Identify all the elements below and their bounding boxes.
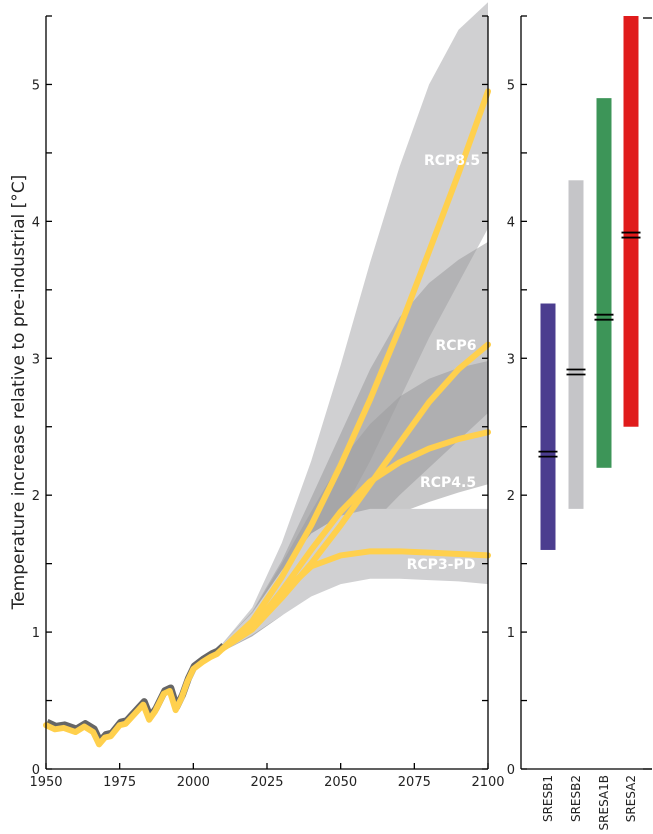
side-y-tick-label: 5: [507, 78, 515, 93]
band-rcp3-pd: [222, 508, 489, 652]
x-tick-label: 1975: [103, 775, 136, 790]
y-tick-label: 0: [32, 763, 40, 778]
range-bar-sresb2: [568, 180, 584, 509]
y-tick-label: 1: [32, 626, 40, 641]
range-bar-sresa1b: [596, 98, 612, 468]
side-y-tick-label: 4: [507, 215, 515, 230]
y-axis-label: Temperature increase relative to pre-ind…: [9, 175, 29, 611]
side-y-tick-label: 0: [507, 763, 515, 778]
scenario-labels: RCP8.5 RCP6 RCP4.5 RCP3-PD: [407, 153, 480, 573]
axes: 0 1 2 3 4 5 1950 1975 2000 2025 2050 2075 2100: [29, 15, 505, 790]
category-label-sresa1b: SRESA1B: [597, 775, 611, 830]
category-label-sresb2: SRESB2: [569, 775, 583, 822]
x-tick-label: 1950: [29, 775, 62, 790]
scenario-label-rcp8-5: RCP8.5: [424, 153, 480, 169]
line-rcp3-pd: [219, 548, 491, 652]
scenario-lines: [43, 88, 491, 748]
category-label-sresb1: SRESB1: [541, 775, 555, 822]
range-bar-sresb1: [540, 303, 556, 550]
side-y-tick-label: 1: [507, 626, 515, 641]
side-y-tick-label: 2: [507, 489, 515, 504]
line-rcp8-5: [219, 88, 491, 652]
right-axis: 0 1 2 3 4 5: [507, 15, 652, 778]
range-bar-sresa2: [623, 16, 639, 427]
x-tick-label: 2025: [250, 775, 283, 790]
category-label-sresa2: SRESA2: [624, 775, 638, 822]
scenario-label-rcp3-pd: RCP3-PD: [407, 557, 476, 573]
sres-range-bars: SRESB1 SRESB2 SRESA1B SRESA2: [538, 16, 641, 830]
scenario-label-rcp6: RCP6: [435, 338, 476, 354]
scenario-label-rcp4-5: RCP4.5: [420, 475, 476, 491]
historical-shadow: [45, 642, 227, 745]
x-tick-label: 2000: [177, 775, 210, 790]
y-tick-label: 3: [32, 352, 40, 367]
y-tick-label: 5: [32, 78, 40, 93]
side-y-tick-label: 3: [507, 352, 515, 367]
historical-line: [43, 645, 226, 748]
x-tick-label: 2050: [324, 775, 357, 790]
y-tick-label: 4: [32, 215, 40, 230]
x-tick-label: 2100: [471, 775, 504, 790]
y-tick-label: 2: [32, 489, 40, 504]
band-rcp8-5: [222, 2, 489, 652]
x-tick-label: 2075: [398, 775, 431, 790]
